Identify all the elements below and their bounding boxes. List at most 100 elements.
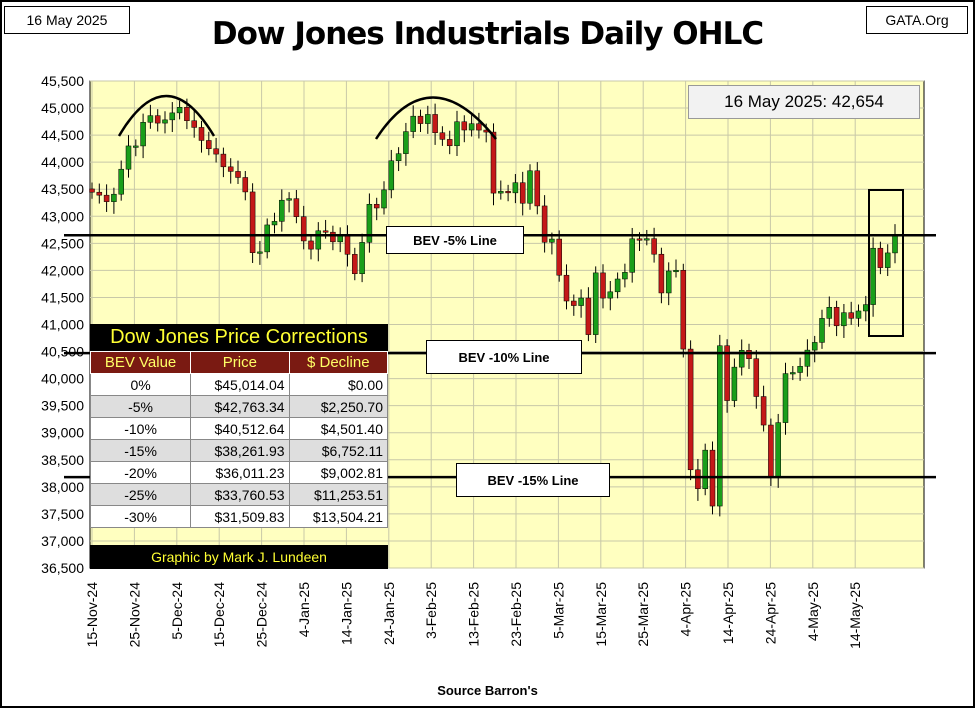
ohlc-body [176, 107, 183, 114]
ohlc-body [315, 230, 322, 250]
ohlc-body [322, 230, 329, 233]
y-tick-label: 44,500 [41, 127, 84, 143]
bev-5-label: BEV -5% Line [386, 226, 524, 254]
header-bev-value: BEV Value [89, 351, 192, 374]
ohlc-body [804, 349, 811, 367]
y-tick-label: 38,500 [41, 452, 84, 468]
ohlc-body [227, 166, 234, 172]
ohlc-body [198, 127, 205, 141]
row-decline: $0.00 [288, 373, 389, 396]
ohlc-body [505, 191, 511, 194]
y-tick-label: 43,500 [41, 181, 84, 197]
ohlc-body [439, 132, 446, 140]
ohlc-body [89, 188, 95, 193]
ohlc-body [169, 112, 176, 121]
ohlc-body [746, 350, 752, 359]
site-label: GATA.Org [866, 6, 968, 34]
ohlc-body [519, 182, 526, 204]
table-row: 0% $45,014.04 $0.00 [89, 373, 389, 396]
x-tick-label: 13-Feb-25 [466, 582, 482, 647]
x-axis: 15-Nov-24 25-Nov-24 5-Dec-24 15-Dec-24 25-De… [84, 582, 863, 649]
row-bev: 0% [89, 373, 192, 396]
ohlc-body [687, 348, 694, 471]
current-week-box [868, 189, 904, 337]
ohlc-body [738, 350, 745, 368]
y-tick-label: 45,500 [41, 73, 84, 89]
y-axis: 36,500 37,000 37,500 38,000 38,500 39,000 39,5… [41, 73, 84, 576]
x-tick-label: 24-Jan-25 [381, 582, 397, 645]
ohlc-body [454, 121, 460, 147]
ohlc-body [563, 274, 570, 302]
bev-10-label: BEV -10% Line [426, 340, 582, 374]
row-price: $42,763.34 [190, 395, 290, 418]
ohlc-body [191, 120, 197, 128]
table-row: -30% $31,509.83 $13,504.21 [89, 505, 389, 528]
ohlc-body [753, 358, 760, 397]
y-tick-label: 39,500 [41, 398, 84, 414]
corrections-table: BEV Value Price $ Decline 0% $45,014.04 $0… [89, 351, 389, 528]
ohlc-body [352, 254, 358, 274]
ohlc-body [826, 307, 833, 319]
ohlc-body [717, 345, 723, 507]
ohlc-body [585, 297, 592, 335]
ohlc-body [578, 297, 584, 306]
ohlc-body [286, 198, 292, 201]
y-tick-label: 45,000 [41, 100, 84, 116]
ohlc-body [330, 231, 336, 243]
ohlc-body [680, 270, 687, 350]
table-row: -10% $40,512.64 $4,501.40 [89, 417, 389, 440]
ohlc-body [410, 115, 416, 132]
ohlc-body [220, 153, 227, 168]
ohlc-body [841, 312, 847, 327]
ohlc-body [235, 171, 241, 178]
ohlc-body [257, 251, 263, 254]
y-tick-label: 41,500 [41, 289, 84, 305]
ohlc-body [644, 238, 650, 241]
x-tick-label: 15-Nov-24 [84, 582, 100, 648]
table-row: -15% $38,261.93 $6,752.11 [89, 439, 389, 462]
row-bev: -15% [89, 439, 192, 462]
row-decline: $11,253.51 [288, 483, 389, 506]
source-label: Source Barron's [437, 683, 538, 698]
ohlc-body [96, 191, 103, 196]
ohlc-body [833, 307, 840, 327]
ohlc-body [731, 366, 738, 401]
ohlc-body [271, 221, 278, 226]
row-price: $45,014.04 [190, 373, 290, 396]
x-tick-label: 14-Apr-25 [720, 582, 736, 644]
ohlc-body [432, 114, 438, 133]
ohlc-body [388, 160, 395, 191]
row-decline: $6,752.11 [288, 439, 389, 462]
header-decline: $ Decline [288, 351, 389, 374]
y-tick-label: 39,000 [41, 425, 84, 441]
ohlc-body [512, 182, 519, 194]
row-price: $33,760.53 [190, 483, 290, 506]
ohlc-body [571, 300, 577, 306]
table-row: -25% $33,760.53 $11,253.51 [89, 483, 389, 506]
ohlc-body [782, 373, 789, 423]
ohlc-body [760, 396, 767, 426]
ohlc-body [359, 242, 365, 274]
ohlc-body [242, 177, 249, 193]
ohlc-body [468, 123, 475, 131]
ohlc-body [534, 170, 541, 207]
chart-title: Dow Jones Industrials Daily OHLC [211, 16, 764, 52]
ohlc-body [797, 366, 803, 373]
ohlc-body [293, 198, 300, 217]
ohlc-body [162, 119, 168, 124]
row-decline: $13,504.21 [288, 505, 389, 528]
ohlc-body [337, 235, 343, 243]
ohlc-body [366, 204, 373, 243]
ohlc-body [279, 199, 285, 222]
ohlc-body [446, 139, 453, 147]
corrections-table-title: Dow Jones Price Corrections [90, 324, 388, 351]
ohlc-body [527, 170, 533, 204]
ohlc-body [549, 238, 555, 243]
y-tick-label: 37,500 [41, 506, 84, 522]
ohlc-body [103, 194, 110, 202]
corrections-table-credit: Graphic by Mark J. Lundeen [90, 545, 388, 569]
x-tick-label: 23-Feb-25 [508, 582, 524, 647]
ohlc-body [213, 148, 219, 155]
ohlc-body [118, 168, 124, 195]
ohlc-body [111, 193, 117, 202]
